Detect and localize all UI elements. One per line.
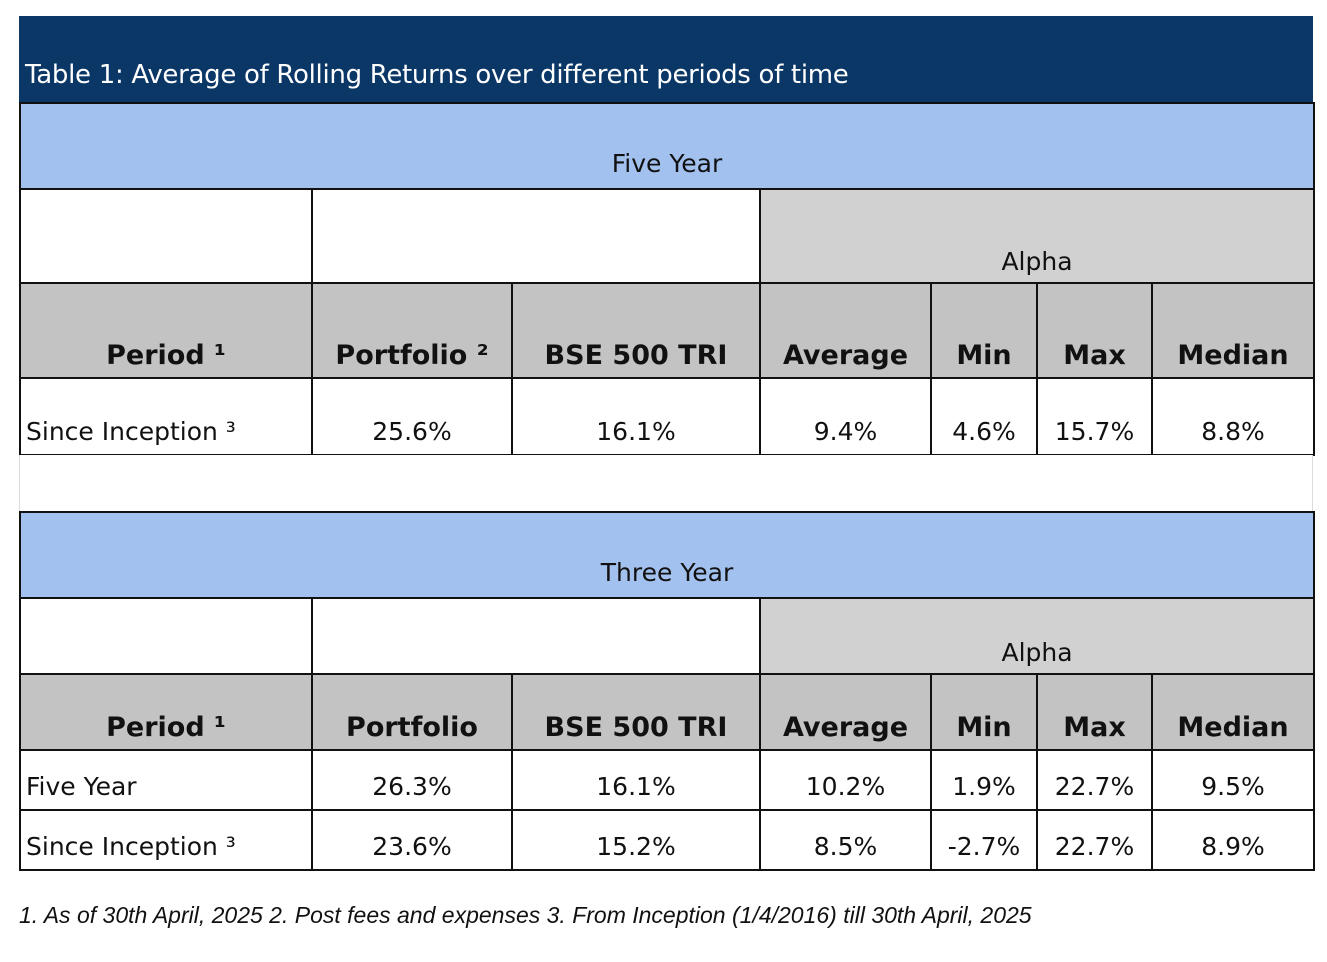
cell-max: 22.7% <box>1036 749 1153 811</box>
three-year-band: Three Year <box>18 511 1316 599</box>
cell-period: Since Inception ³ <box>19 377 313 456</box>
column-header-bse500: BSE 500 TRI <box>511 673 761 751</box>
table-row: Since Inception ³ 23.6% 15.2% 8.5% -2.7%… <box>19 809 1316 871</box>
section-spacer <box>19 455 1313 511</box>
column-header-portfolio: Portfolio <box>311 673 513 751</box>
column-header-portfolio: Portfolio ² <box>311 282 513 379</box>
column-header-min: Min <box>930 673 1038 751</box>
footnote: 1. As of 30th April, 2025 2. Post fees a… <box>19 902 1032 928</box>
cell-average: 8.5% <box>759 809 932 871</box>
cell-max: 15.7% <box>1036 377 1153 456</box>
column-header-max: Max <box>1036 282 1153 379</box>
blank-cell <box>311 597 761 675</box>
cell-portfolio: 25.6% <box>311 377 513 456</box>
column-header-average: Average <box>759 673 932 751</box>
cell-portfolio: 23.6% <box>311 809 513 871</box>
five-year-band: Five Year <box>18 102 1316 190</box>
alpha-group-header: Alpha <box>758 188 1316 284</box>
blank-cell <box>19 188 313 284</box>
cell-max: 22.7% <box>1036 809 1153 871</box>
column-header-bse500: BSE 500 TRI <box>511 282 761 379</box>
cell-median: 8.9% <box>1150 809 1316 871</box>
cell-bse500: 16.1% <box>511 377 761 456</box>
cell-average: 10.2% <box>759 749 932 811</box>
cell-median: 8.8% <box>1150 377 1316 456</box>
blank-cell <box>311 188 761 284</box>
cell-period: Five Year <box>19 749 313 811</box>
table-row: Since Inception ³ 25.6% 16.1% 9.4% 4.6% … <box>19 377 1316 456</box>
cell-average: 9.4% <box>759 377 932 456</box>
cell-median: 9.5% <box>1150 749 1316 811</box>
cell-portfolio: 26.3% <box>311 749 513 811</box>
alpha-group-header: Alpha <box>758 597 1316 675</box>
blank-cell <box>19 597 313 675</box>
column-header-median: Median <box>1150 282 1316 379</box>
table-title: Table 1: Average of Rolling Returns over… <box>25 60 849 90</box>
column-header-max: Max <box>1036 673 1153 751</box>
column-header-min: Min <box>930 282 1038 379</box>
column-header-period: Period ¹ <box>19 282 313 379</box>
cell-min: -2.7% <box>930 809 1038 871</box>
table-title-bar: Table 1: Average of Rolling Returns over… <box>19 16 1313 102</box>
five-year-table: Five Year Alpha Period ¹ Portfolio ² BSE… <box>18 102 1316 456</box>
cell-min: 1.9% <box>930 749 1038 811</box>
cell-period: Since Inception ³ <box>19 809 313 871</box>
column-header-period: Period ¹ <box>19 673 313 751</box>
column-header-average: Average <box>759 282 932 379</box>
table-row: Five Year 26.3% 16.1% 10.2% 1.9% 22.7% 9… <box>19 749 1316 811</box>
cell-min: 4.6% <box>930 377 1038 456</box>
three-year-table: Three Year Alpha Period ¹ Portfolio BSE … <box>18 511 1316 871</box>
cell-bse500: 15.2% <box>511 809 761 871</box>
cell-bse500: 16.1% <box>511 749 761 811</box>
column-header-median: Median <box>1150 673 1316 751</box>
